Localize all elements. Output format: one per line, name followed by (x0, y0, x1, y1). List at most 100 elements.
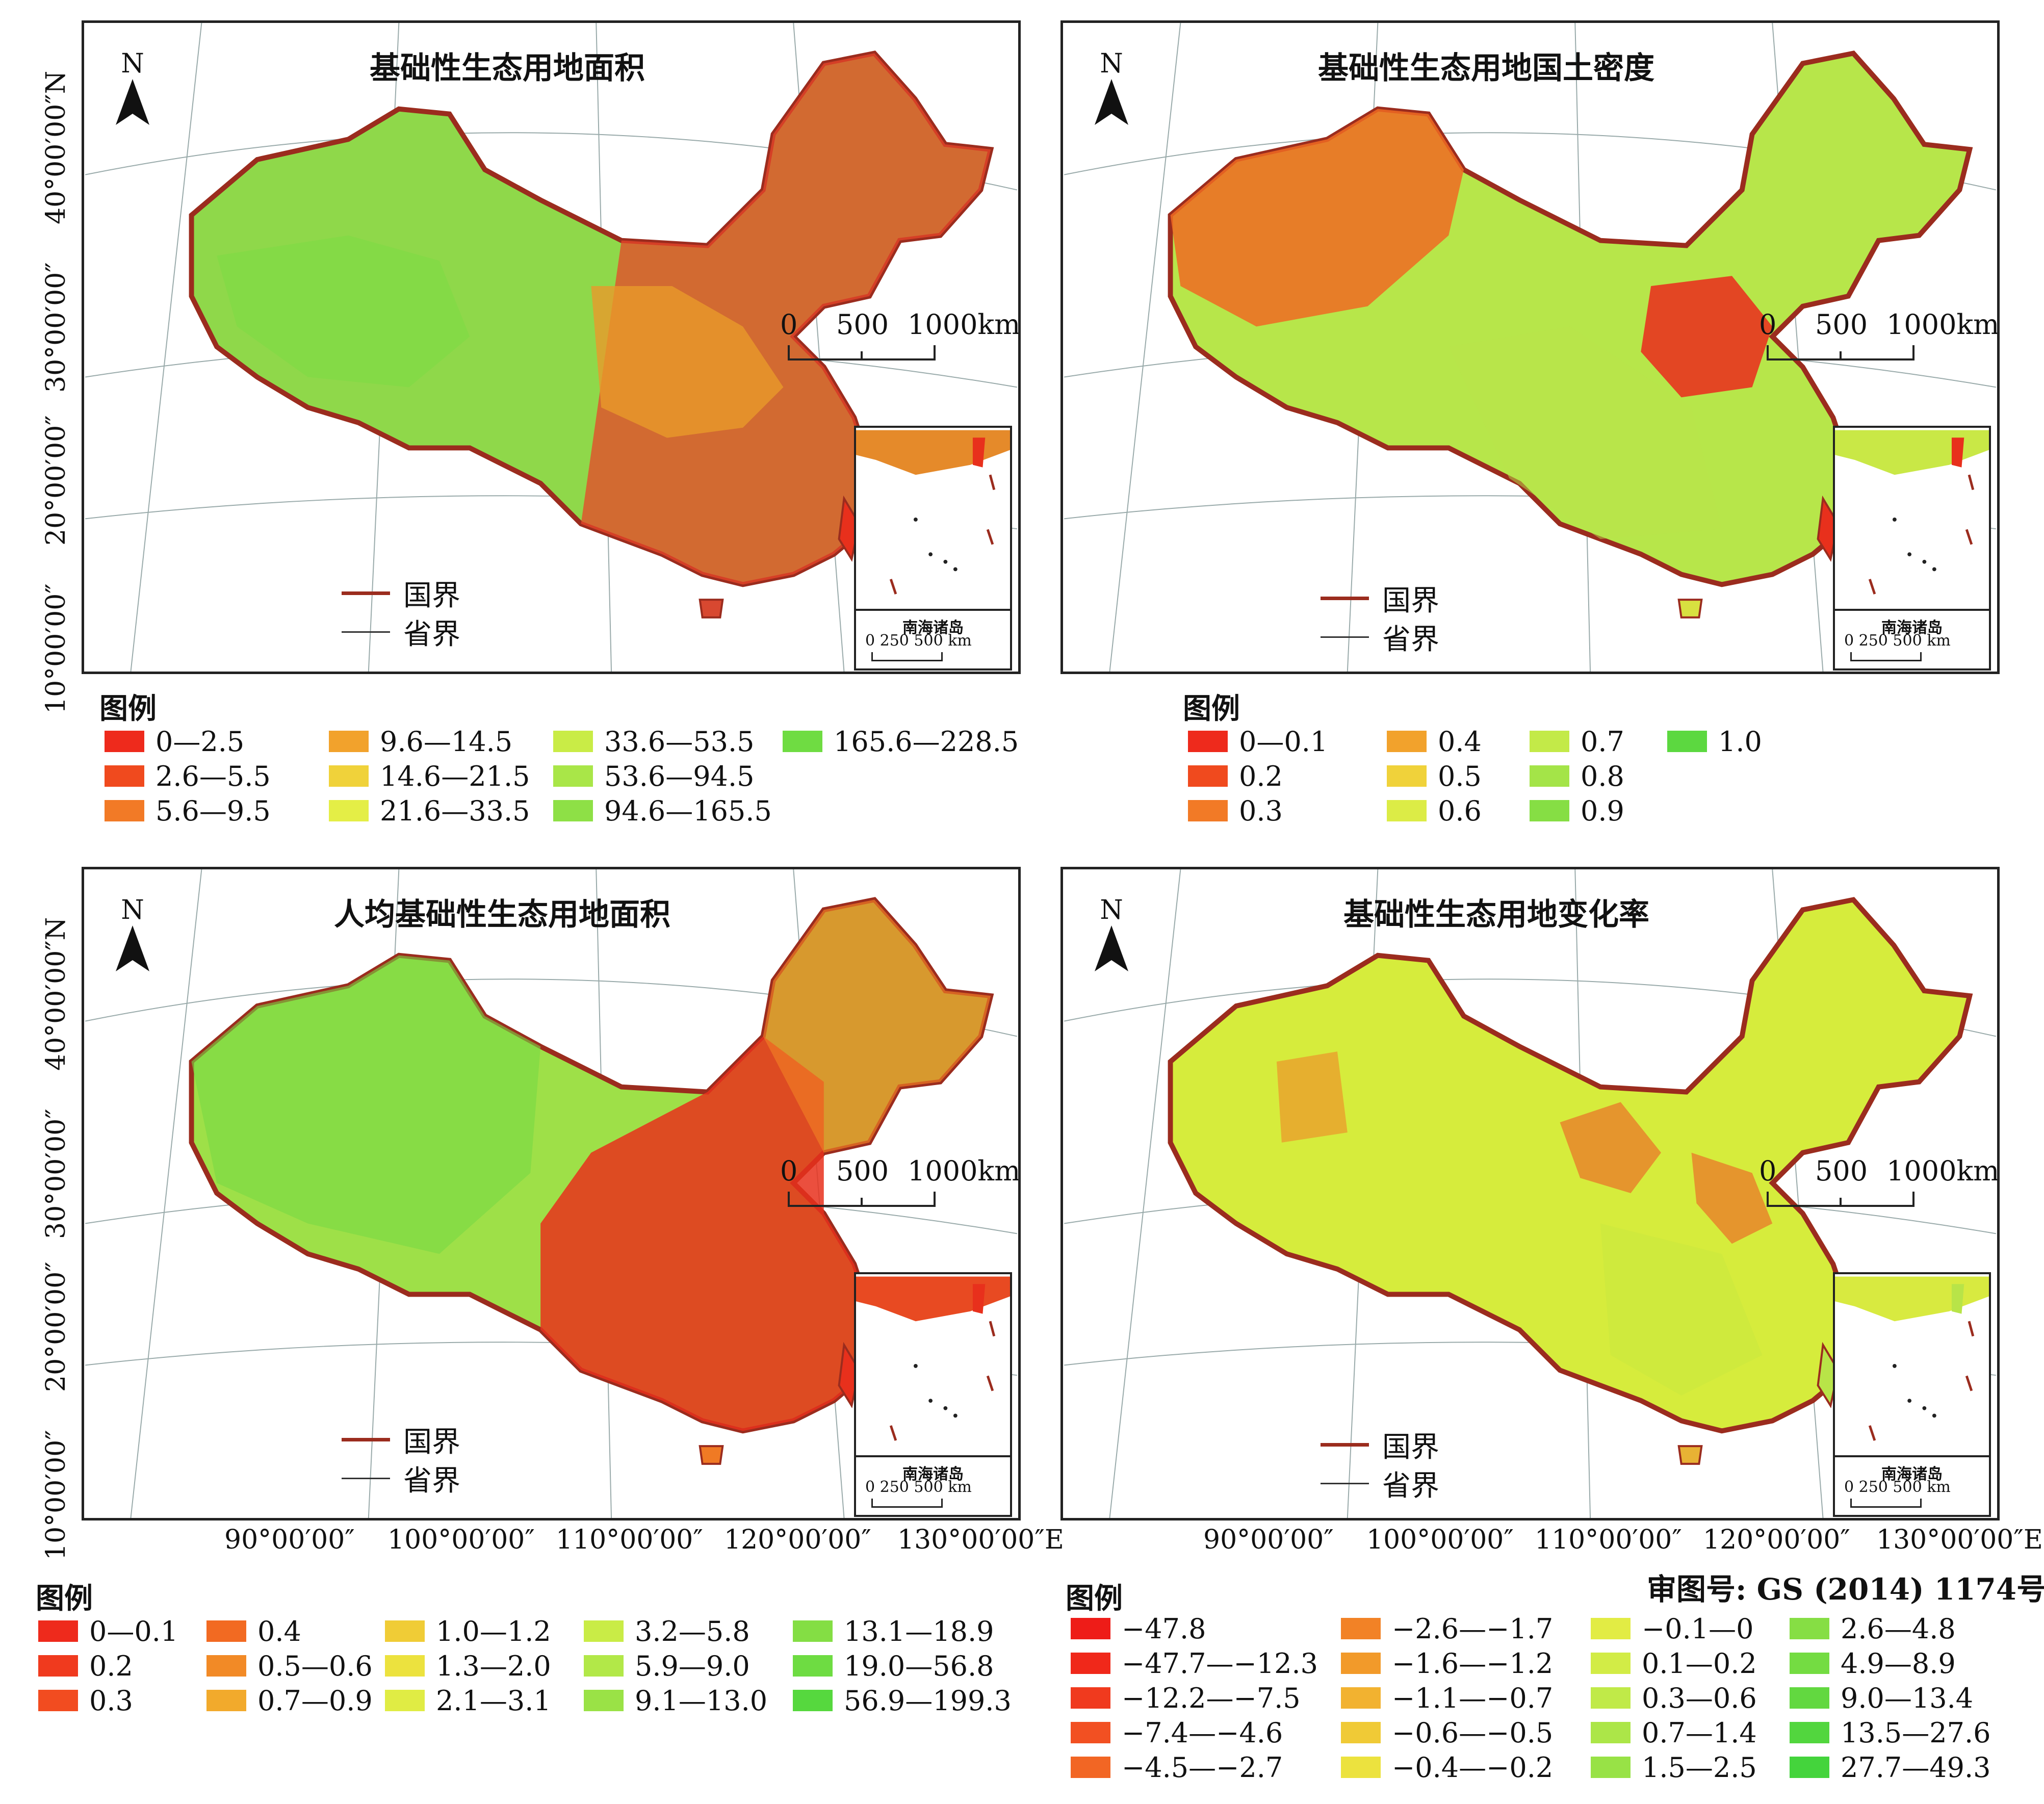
map-approval-number: 审图号: GS (2014) 1174号 (1647, 1572, 2044, 1607)
legend-label: 94.6—165.5 (604, 794, 772, 827)
north-arrow-icon (116, 79, 149, 125)
legend-item: −7.4—−4.6 (1071, 1715, 1341, 1750)
national-boundary-swatch (1321, 1442, 1369, 1447)
legend-item: 5.9—9.0 (584, 1648, 793, 1683)
legend-label: 0—0.1 (89, 1615, 178, 1647)
legend-swatch (793, 1620, 833, 1642)
legend-swatch (1591, 1722, 1631, 1743)
legend-item: 53.6—94.5 (553, 759, 783, 793)
national-boundary-label: 国界 (1382, 584, 1439, 617)
legend-swatch (1790, 1618, 1829, 1639)
map-panel-per-capita: 人均基础性生态用地面积 N 0 500 1000km 国界 省界 南海诸岛 0 … (82, 867, 1021, 1520)
legend-swatch (329, 800, 369, 821)
inset-map (1835, 430, 1989, 595)
legend-item: 1.5—2.5 (1591, 1750, 1790, 1785)
lon-label-110-b: 110°00′00″ (1535, 1525, 1682, 1555)
inset-caption: 南海诸岛 (1835, 1455, 1989, 1484)
scale-zero: 0 (780, 308, 798, 341)
legend-swatch (105, 731, 144, 752)
china-outline (1168, 897, 1973, 1434)
boundary-legend: 国界 省界 (1321, 579, 1439, 656)
legend-swatch (1341, 1687, 1381, 1709)
legend-item: 0.1—0.2 (1591, 1646, 1790, 1681)
legend-item: −4.5—−2.7 (1071, 1750, 1341, 1785)
lat-label-40: 40°00′00″N (41, 70, 71, 224)
legend-per-capita: 0—0.1 0.2 0.3 0.4 0.5—0.6 0.7—0.9 1.0—1.2 1.3—2… (38, 1614, 1012, 1718)
legend-item: −47.8 (1071, 1611, 1341, 1646)
north-label: N (1100, 895, 1123, 925)
scale-mid: 500 (1815, 1155, 1868, 1187)
legend-label: 0.2 (89, 1650, 133, 1682)
legend-item: 21.6—33.5 (329, 793, 553, 828)
panel-title: 基础性生态用地变化率 (1343, 897, 1649, 933)
lon-label-110: 110°00′00″ (556, 1525, 703, 1555)
panel-title: 基础性生态用地国土密度 (1318, 50, 1654, 86)
legend-area: 0—2.5 2.6—5.5 5.6—9.5 9.6—14.5 14.6—21.5 21.6… (105, 724, 1019, 828)
legend-swatch (1530, 800, 1569, 821)
legend-label: −12.2—−7.5 (1122, 1682, 1301, 1714)
legend-swatch (1188, 765, 1228, 787)
legend-item: 0.7 (1530, 724, 1667, 759)
legend-label: 9.1—13.0 (635, 1684, 768, 1717)
legend-item: 0.6 (1387, 793, 1530, 828)
legend-label: 0.4 (257, 1615, 301, 1647)
legend-swatch (553, 731, 593, 752)
inset-map (856, 430, 1010, 595)
lat-label-20: 20°00′00″ (41, 415, 71, 546)
inset-caption: 南海诸岛 (856, 1455, 1010, 1484)
legend-label: 0.7—0.9 (257, 1684, 373, 1717)
legend-label: −47.8 (1122, 1612, 1206, 1645)
legend-item: 33.6—53.5 (553, 724, 783, 759)
south-china-sea-inset: 南海诸岛 0 250 500 km (1833, 426, 1991, 671)
boundary-legend: 国界 省界 (342, 574, 460, 651)
legend-label: 165.6—228.5 (834, 725, 1019, 758)
lon-label-130-b: 130°00′00″E (1876, 1525, 2043, 1555)
map-panel-change-rate: 基础性生态用地变化率 N 0 500 1000km 国界 省界 南海诸岛 0 2… (1060, 867, 2000, 1520)
legend-item: −12.2—−7.5 (1071, 1681, 1341, 1715)
legend-item: 0.3 (1188, 793, 1387, 828)
legend-item: 0.3—0.6 (1591, 1681, 1790, 1715)
legend-item: 2.6—4.8 (1790, 1611, 1994, 1646)
lat-label-20-b: 20°00′00″ (41, 1261, 71, 1392)
provincial-boundary-swatch (1321, 1482, 1369, 1484)
scale-end: 1000km (1886, 308, 2000, 341)
north-arrow-icon (1095, 79, 1128, 125)
legend-label: −4.5—−2.7 (1122, 1751, 1283, 1784)
legend-swatch (1790, 1757, 1829, 1778)
national-boundary-label: 国界 (1382, 1430, 1439, 1464)
legend-label: 0.5 (1438, 760, 1482, 792)
legend-swatch (1591, 1618, 1631, 1639)
north-label: N (121, 48, 144, 79)
legend-swatch (1387, 800, 1427, 821)
lon-label-120-b: 120°00′00″ (1703, 1525, 1850, 1555)
legend-swatch (584, 1690, 624, 1711)
provincial-boundary-label: 省界 (403, 1464, 460, 1498)
north-arrow-icon (1095, 925, 1128, 971)
legend-item: −47.7—−12.3 (1071, 1646, 1341, 1681)
legend-label: 0—0.1 (1239, 725, 1328, 758)
legend-swatch (793, 1655, 833, 1677)
scale-end: 1000km (908, 308, 1021, 341)
scale-tick (861, 1198, 863, 1207)
inset-scale: 0 250 500 km (865, 1478, 972, 1496)
lon-label-100-b: 100°00′00″ (1366, 1525, 1514, 1555)
legend-label: 0.8 (1581, 760, 1624, 792)
south-china-sea-inset: 南海诸岛 0 250 500 km (1833, 1272, 1991, 1517)
legend-label: 3.2—5.8 (635, 1615, 750, 1647)
legend-swatch (1071, 1618, 1110, 1639)
legend-swatch (385, 1620, 425, 1642)
legend-item: 2.1—3.1 (385, 1683, 584, 1718)
legend-label: 2.6—4.8 (1841, 1612, 1956, 1645)
scale-zero: 0 (1759, 308, 1777, 341)
legend-label: 13.5—27.6 (1841, 1716, 1991, 1749)
legend-swatch (1591, 1757, 1631, 1778)
legend-swatch (105, 800, 144, 821)
south-china-sea-inset: 南海诸岛 0 250 500 km (854, 1272, 1012, 1517)
legend-item: 0.3 (38, 1683, 206, 1718)
north-arrow: N (112, 48, 153, 125)
legend-swatch (38, 1690, 78, 1711)
scale-tick (861, 351, 863, 360)
national-boundary-swatch (342, 591, 390, 595)
china-map (85, 23, 1018, 672)
legend-swatch (206, 1655, 246, 1677)
